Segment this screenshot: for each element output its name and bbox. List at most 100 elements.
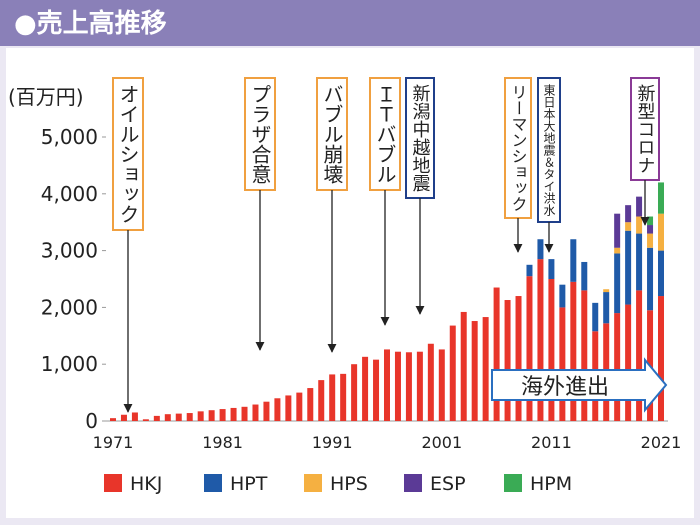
x-tick-label: 1981 xyxy=(202,433,243,452)
legend-label: HPT xyxy=(230,473,268,495)
bar-segment xyxy=(230,407,237,421)
bar-segment xyxy=(110,418,116,421)
bar-segment xyxy=(274,398,281,421)
annotation-text: リーマンショック xyxy=(509,84,528,212)
legend-swatch xyxy=(104,474,122,492)
annotation-text: オイルショック xyxy=(116,84,140,224)
bar-segment xyxy=(460,311,467,421)
x-tick-label: 2001 xyxy=(421,433,462,452)
bar-segment xyxy=(636,216,643,234)
bar-segment xyxy=(537,259,544,421)
bar-segment xyxy=(296,392,303,421)
annotation-text: 新潟中越地震 xyxy=(410,84,431,192)
bar-segment xyxy=(307,388,314,421)
annotation-text: 東日本大地震＆タイ洪水 xyxy=(542,84,556,216)
bar-segment xyxy=(449,325,456,421)
bar-segment xyxy=(526,264,533,277)
bar-segment xyxy=(482,317,489,421)
bar-segment xyxy=(625,205,632,223)
bar-segment xyxy=(647,247,654,311)
bar-segment xyxy=(614,253,621,314)
bar-segment xyxy=(142,419,149,421)
bar-segment xyxy=(625,222,632,231)
bar-segment xyxy=(658,182,664,214)
annotation-box xyxy=(405,77,435,199)
bar-segment xyxy=(614,247,621,254)
overseas-arrow xyxy=(491,357,668,413)
bar-segment xyxy=(208,410,215,421)
x-tick-label: 1971 xyxy=(93,433,134,452)
overseas-label: 海外進出 xyxy=(521,375,609,400)
bar-segment xyxy=(153,415,160,421)
title-bar xyxy=(0,0,700,46)
bar-segment xyxy=(658,213,664,251)
bar-segment xyxy=(658,250,664,297)
bar-segment xyxy=(592,302,599,332)
bar-segment xyxy=(658,296,664,421)
bar-segment xyxy=(362,356,369,421)
chart-title: ●売上高推移 xyxy=(14,8,167,39)
bar-segment xyxy=(175,413,182,421)
legend-label: ESP xyxy=(430,473,466,495)
bar-segment xyxy=(636,196,643,217)
bar-segment xyxy=(581,261,588,291)
bar-segment xyxy=(636,233,643,291)
x-tick-label: 1991 xyxy=(312,433,353,452)
bar-segment xyxy=(636,290,643,421)
bar-segment xyxy=(241,406,248,421)
bar-segment xyxy=(603,289,610,293)
bar-segment xyxy=(625,230,632,305)
bar-segment xyxy=(384,349,390,421)
bar-segment xyxy=(570,239,577,282)
bar-segment xyxy=(647,216,654,226)
bar-segment xyxy=(120,414,127,421)
bar-segment xyxy=(329,374,336,421)
bar-segment xyxy=(526,276,533,421)
bar-segment xyxy=(427,343,434,421)
bar-segment xyxy=(252,404,259,421)
y-tick-label: 4,000 xyxy=(41,182,98,206)
bar-segment xyxy=(285,395,292,421)
bar-segment xyxy=(416,351,423,421)
bar-segment xyxy=(515,296,522,421)
bar-segment xyxy=(263,401,270,421)
bar-segment xyxy=(647,225,654,234)
y-tick-label: 3,000 xyxy=(41,239,98,263)
bar-segment xyxy=(318,380,325,421)
bar-segment xyxy=(197,411,204,421)
annotation-text: 新型コロナ xyxy=(635,84,656,174)
bar-segment xyxy=(164,414,171,421)
bar-segment xyxy=(351,364,358,421)
bar-segment xyxy=(614,213,621,248)
legend-swatch xyxy=(404,474,422,492)
y-tick-label: 5,000 xyxy=(41,125,98,149)
bar-segment xyxy=(471,321,478,421)
bar-segment xyxy=(373,359,380,421)
legend-label: HPM xyxy=(530,473,572,495)
bar-segment xyxy=(559,307,566,421)
bar-segment xyxy=(603,292,610,324)
bar-segment xyxy=(614,313,621,421)
bar-segment xyxy=(438,349,445,421)
y-tick-label: 0 xyxy=(85,409,98,433)
legend-swatch xyxy=(504,474,522,492)
bar-segment xyxy=(186,413,193,421)
y-axis-label: (百万円) xyxy=(8,85,84,109)
x-tick-label: 2021 xyxy=(641,433,682,452)
legend-swatch xyxy=(304,474,322,492)
bar-segment xyxy=(559,284,566,308)
bar-segment xyxy=(581,290,588,421)
bar-segment xyxy=(131,412,138,421)
y-tick-label: 1,000 xyxy=(41,352,98,376)
annotation-text: ＩＴバブル xyxy=(373,84,397,184)
bar-segment xyxy=(219,409,226,421)
annotation-box xyxy=(244,77,276,191)
annotation-box xyxy=(630,77,660,181)
y-tick-label: 2,000 xyxy=(41,295,98,319)
bar-segment xyxy=(493,287,500,421)
annotation-text: プラザ合意 xyxy=(248,84,272,184)
bar-segment xyxy=(548,259,555,279)
legend-swatch xyxy=(204,474,222,492)
bar-segment xyxy=(340,373,347,421)
